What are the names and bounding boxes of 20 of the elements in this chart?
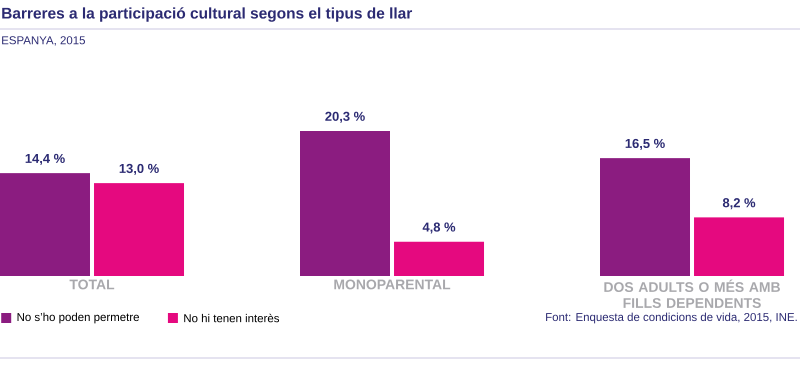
data-label: 4,8 %	[422, 222, 456, 234]
bar	[0, 173, 90, 276]
data-label: 14,4 %	[26, 154, 65, 165]
bar	[300, 130, 390, 276]
x-tick-label: TOTAL	[70, 280, 114, 290]
data-label: 20,3 %	[325, 112, 365, 123]
bar	[600, 158, 690, 276]
chart-title: Barreres a la participació cultural segons el tipus de llar	[2, 7, 412, 22]
x-tick-label: MONOPARENTAL	[334, 280, 450, 290]
text: Font: Enquesta de condicions de vida, 2015, INE.	[546, 312, 797, 324]
legend-label: No s’ho poden permetre	[18, 312, 139, 324]
x-tick-label: DOS ADULTS O MÉS AMB FILLS DEPENDENTS	[604, 280, 780, 308]
bar	[694, 217, 784, 276]
data-label: 16,5 %	[626, 138, 665, 150]
legend-label: No hi tenen interès	[184, 314, 280, 322]
data-label: 8,2 %	[722, 198, 756, 210]
data-label: 13,0 %	[120, 164, 159, 175]
bar	[94, 183, 184, 276]
bar	[394, 242, 484, 276]
chart-subtitle: ESPANYA, 2015	[2, 36, 85, 46]
